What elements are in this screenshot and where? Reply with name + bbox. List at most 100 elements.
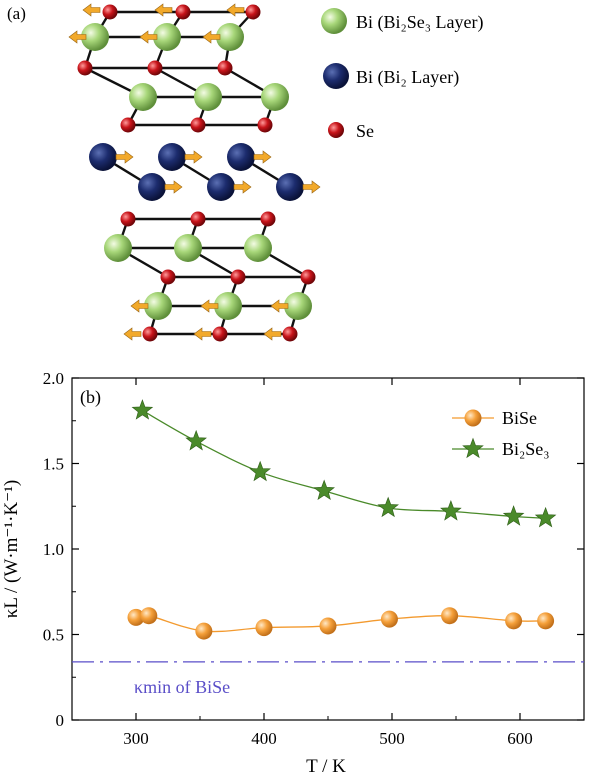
data-point-circle [380, 610, 398, 628]
se-atom [190, 211, 206, 227]
green-atom-icon [321, 8, 347, 34]
bi-bi2se3-atom [216, 23, 244, 51]
crystal-bonds [83, 10, 310, 336]
data-point-circle [441, 607, 459, 625]
bi-bi2se3-atom [214, 292, 242, 320]
arrow-icon [200, 299, 219, 313]
data-point-circle [127, 608, 145, 626]
bi-bi2se3-atom [284, 292, 312, 320]
arrow-icon [202, 30, 221, 44]
legend-star-marker [462, 437, 484, 459]
y-tick-label: 0 [56, 711, 65, 730]
arrow-icon [154, 3, 173, 17]
y-tick-label: 1.5 [43, 455, 64, 474]
navy-atom-icon [323, 63, 349, 89]
axes: 300 400 500 600 0 0.5 1.0 1.5 2.0 [43, 369, 585, 748]
displacement-arrows [68, 3, 321, 341]
y-tick-label: 0.5 [43, 626, 64, 645]
se-atom [282, 326, 298, 342]
data-point-star [249, 460, 271, 482]
x-tick-label: 400 [251, 729, 277, 748]
legend-bi-bi2se3: Bi (Bi₂Se₃ Layer) [321, 8, 484, 34]
arrow-icon [226, 3, 245, 17]
legend-bi-bi2: Bi (Bi₂ Layer) [323, 63, 459, 89]
panel-a-label: (a) [7, 4, 26, 23]
series-line [142, 409, 546, 519]
series-bise [127, 607, 555, 640]
se-atom [120, 211, 136, 227]
data-point-circle [319, 617, 337, 635]
panel-b-label: (b) [80, 387, 101, 408]
arrow-icon [253, 150, 272, 164]
kappa-min-reference: κmin of BiSe [72, 661, 584, 697]
x-tick-label: 600 [507, 729, 533, 748]
data-point-star [185, 429, 207, 451]
arrow-icon [82, 3, 101, 17]
se-atom [230, 269, 246, 285]
thermal-conductivity-chart: (b) κmin of BiSe 300 400 500 600 0 0.5 1.0 1.5 2… [1, 369, 585, 777]
arrow-icon [270, 299, 289, 313]
se-atom [245, 4, 261, 20]
bi-bi2se3-atom [81, 23, 109, 51]
bi-bi2-atom [158, 143, 186, 171]
data-point-star [131, 399, 154, 420]
se-atom [142, 326, 158, 342]
se-atom [102, 4, 118, 20]
legend-bi-bi2se3-label: Bi (Bi₂Se₃ Layer) [356, 12, 484, 33]
bi-bi2-atom [89, 143, 117, 171]
legend-series-label: Bi₂Se₃ [502, 439, 550, 459]
bi-bi2se3-atom [194, 83, 222, 111]
arrow-icon [193, 327, 212, 341]
se-atom [217, 60, 233, 76]
se-atom [77, 60, 93, 76]
bi-bi2se3-atom [144, 292, 172, 320]
y-tick-label: 1.0 [43, 540, 64, 559]
arrow-icon [115, 150, 134, 164]
data-point-star [377, 496, 399, 518]
arrow-icon [139, 30, 158, 44]
x-tick-label: 500 [379, 729, 405, 748]
bi-bi2-atom [227, 143, 255, 171]
se-atom [257, 117, 273, 133]
se-atom [120, 117, 136, 133]
arrow-icon [130, 299, 149, 313]
arrow-icon [302, 180, 321, 194]
se-atom [260, 211, 276, 227]
x-axis-label: T / K [306, 756, 346, 777]
legend-series-label: BiSe [502, 408, 537, 428]
legend-bi-bi2-label: Bi (Bi₂ Layer) [356, 67, 459, 88]
arrow-icon [123, 327, 142, 341]
legend-circle-marker [464, 409, 482, 427]
crystal-atoms [77, 4, 316, 342]
data-point-star [440, 500, 462, 521]
chart-legend: BiSe Bi₂Se₃ [452, 408, 550, 459]
bi-bi2se3-atom [153, 23, 181, 51]
arrow-icon [233, 180, 252, 194]
arrow-icon [68, 30, 87, 44]
plot-frame [71, 377, 585, 721]
data-point-circle [537, 612, 555, 630]
se-atom [190, 117, 206, 133]
legend-se-label: Se [356, 121, 374, 141]
arrow-icon [164, 180, 183, 194]
se-atom [147, 60, 163, 76]
data-point-circle [505, 612, 523, 630]
bi-bi2se3-atom [244, 234, 272, 262]
y-tick-label: 2.0 [43, 369, 64, 388]
data-point-star [502, 505, 525, 526]
series-bi2se3 [131, 399, 557, 528]
data-point-circle [140, 607, 158, 625]
legend-se: Se [328, 121, 374, 141]
arrow-icon [184, 150, 203, 164]
x-tick-label: 300 [123, 729, 149, 748]
bi-bi2se3-atom [129, 83, 157, 111]
arrow-icon [263, 327, 282, 341]
bi-bi2-atom [138, 173, 166, 201]
bi-bi2se3-atom [104, 234, 132, 262]
kappa-min-label: κmin of BiSe [134, 677, 230, 697]
bi-bi2se3-atom [261, 83, 289, 111]
se-atom [160, 269, 176, 285]
red-atom-icon [328, 122, 344, 138]
crystal-structure-illustration [68, 3, 321, 342]
